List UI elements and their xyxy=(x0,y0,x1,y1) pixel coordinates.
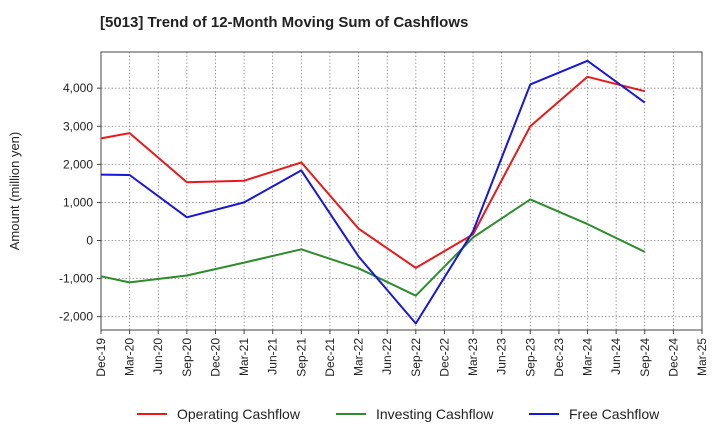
x-axis-ticks: Dec-19 Mar-20 Jun-20 Sep-20 Dec-20 Mar-21 Jun-… xyxy=(94,330,709,377)
legend: Operating Cashflow Investing Cashflow Free… xyxy=(137,406,660,422)
plot-frame xyxy=(100,51,703,331)
y-tick-label: 2,000 xyxy=(63,157,93,171)
operating-cashflow-legend-label: Operating Cashflow xyxy=(177,406,301,422)
x-tick-label: Jun-21 xyxy=(266,338,280,375)
x-tick-label: Jun-22 xyxy=(380,338,394,375)
x-tick-label: Mar-24 xyxy=(581,338,595,376)
y-axis-ticks: -2,000 -1,000 0 1,000 2,000 3,000 4,000 xyxy=(59,81,101,324)
x-tick-label: Dec-24 xyxy=(666,338,680,377)
x-tick-label: Sep-21 xyxy=(294,338,308,377)
series-layer xyxy=(100,59,646,325)
y-tick-label: -1,000 xyxy=(59,272,93,286)
y-axis-label: Amount (million yen) xyxy=(7,132,22,251)
x-tick-label: Jun-20 xyxy=(151,338,165,375)
free-cashflow-line xyxy=(100,59,646,325)
y-tick-label: 1,000 xyxy=(63,195,93,209)
x-tick-label: Mar-23 xyxy=(466,338,480,376)
x-tick-label: Dec-23 xyxy=(552,338,566,377)
y-tick-label: 3,000 xyxy=(63,119,93,133)
x-tick-label: Mar-21 xyxy=(237,338,251,376)
x-tick-label: Dec-20 xyxy=(208,338,222,377)
y-tick-label: 4,000 xyxy=(63,81,93,95)
x-tick-label: Mar-20 xyxy=(123,338,137,376)
operating-cashflow-line xyxy=(100,75,646,269)
investing-cashflow-line xyxy=(100,198,646,297)
x-tick-label: Sep-22 xyxy=(409,338,423,377)
y-tick-label: -2,000 xyxy=(59,310,93,324)
x-tick-label: Mar-25 xyxy=(695,338,709,376)
x-tick-label: Dec-21 xyxy=(323,338,337,377)
investing-cashflow-legend-label: Investing Cashflow xyxy=(376,406,494,422)
x-tick-label: Dec-19 xyxy=(94,338,108,377)
x-tick-label: Sep-20 xyxy=(180,338,194,377)
x-tick-label: Sep-23 xyxy=(523,338,537,377)
grid-layer xyxy=(101,52,702,330)
free-cashflow-legend-label: Free Cashflow xyxy=(569,406,660,422)
x-tick-label: Jun-23 xyxy=(495,338,509,375)
chart-title: [5013] Trend of 12-Month Moving Sum of C… xyxy=(100,14,469,31)
y-tick-label: 0 xyxy=(86,234,93,248)
x-tick-label: Dec-22 xyxy=(437,338,451,377)
x-tick-label: Sep-24 xyxy=(638,338,652,377)
x-tick-label: Jun-24 xyxy=(609,338,623,375)
x-tick-label: Mar-22 xyxy=(352,338,366,376)
